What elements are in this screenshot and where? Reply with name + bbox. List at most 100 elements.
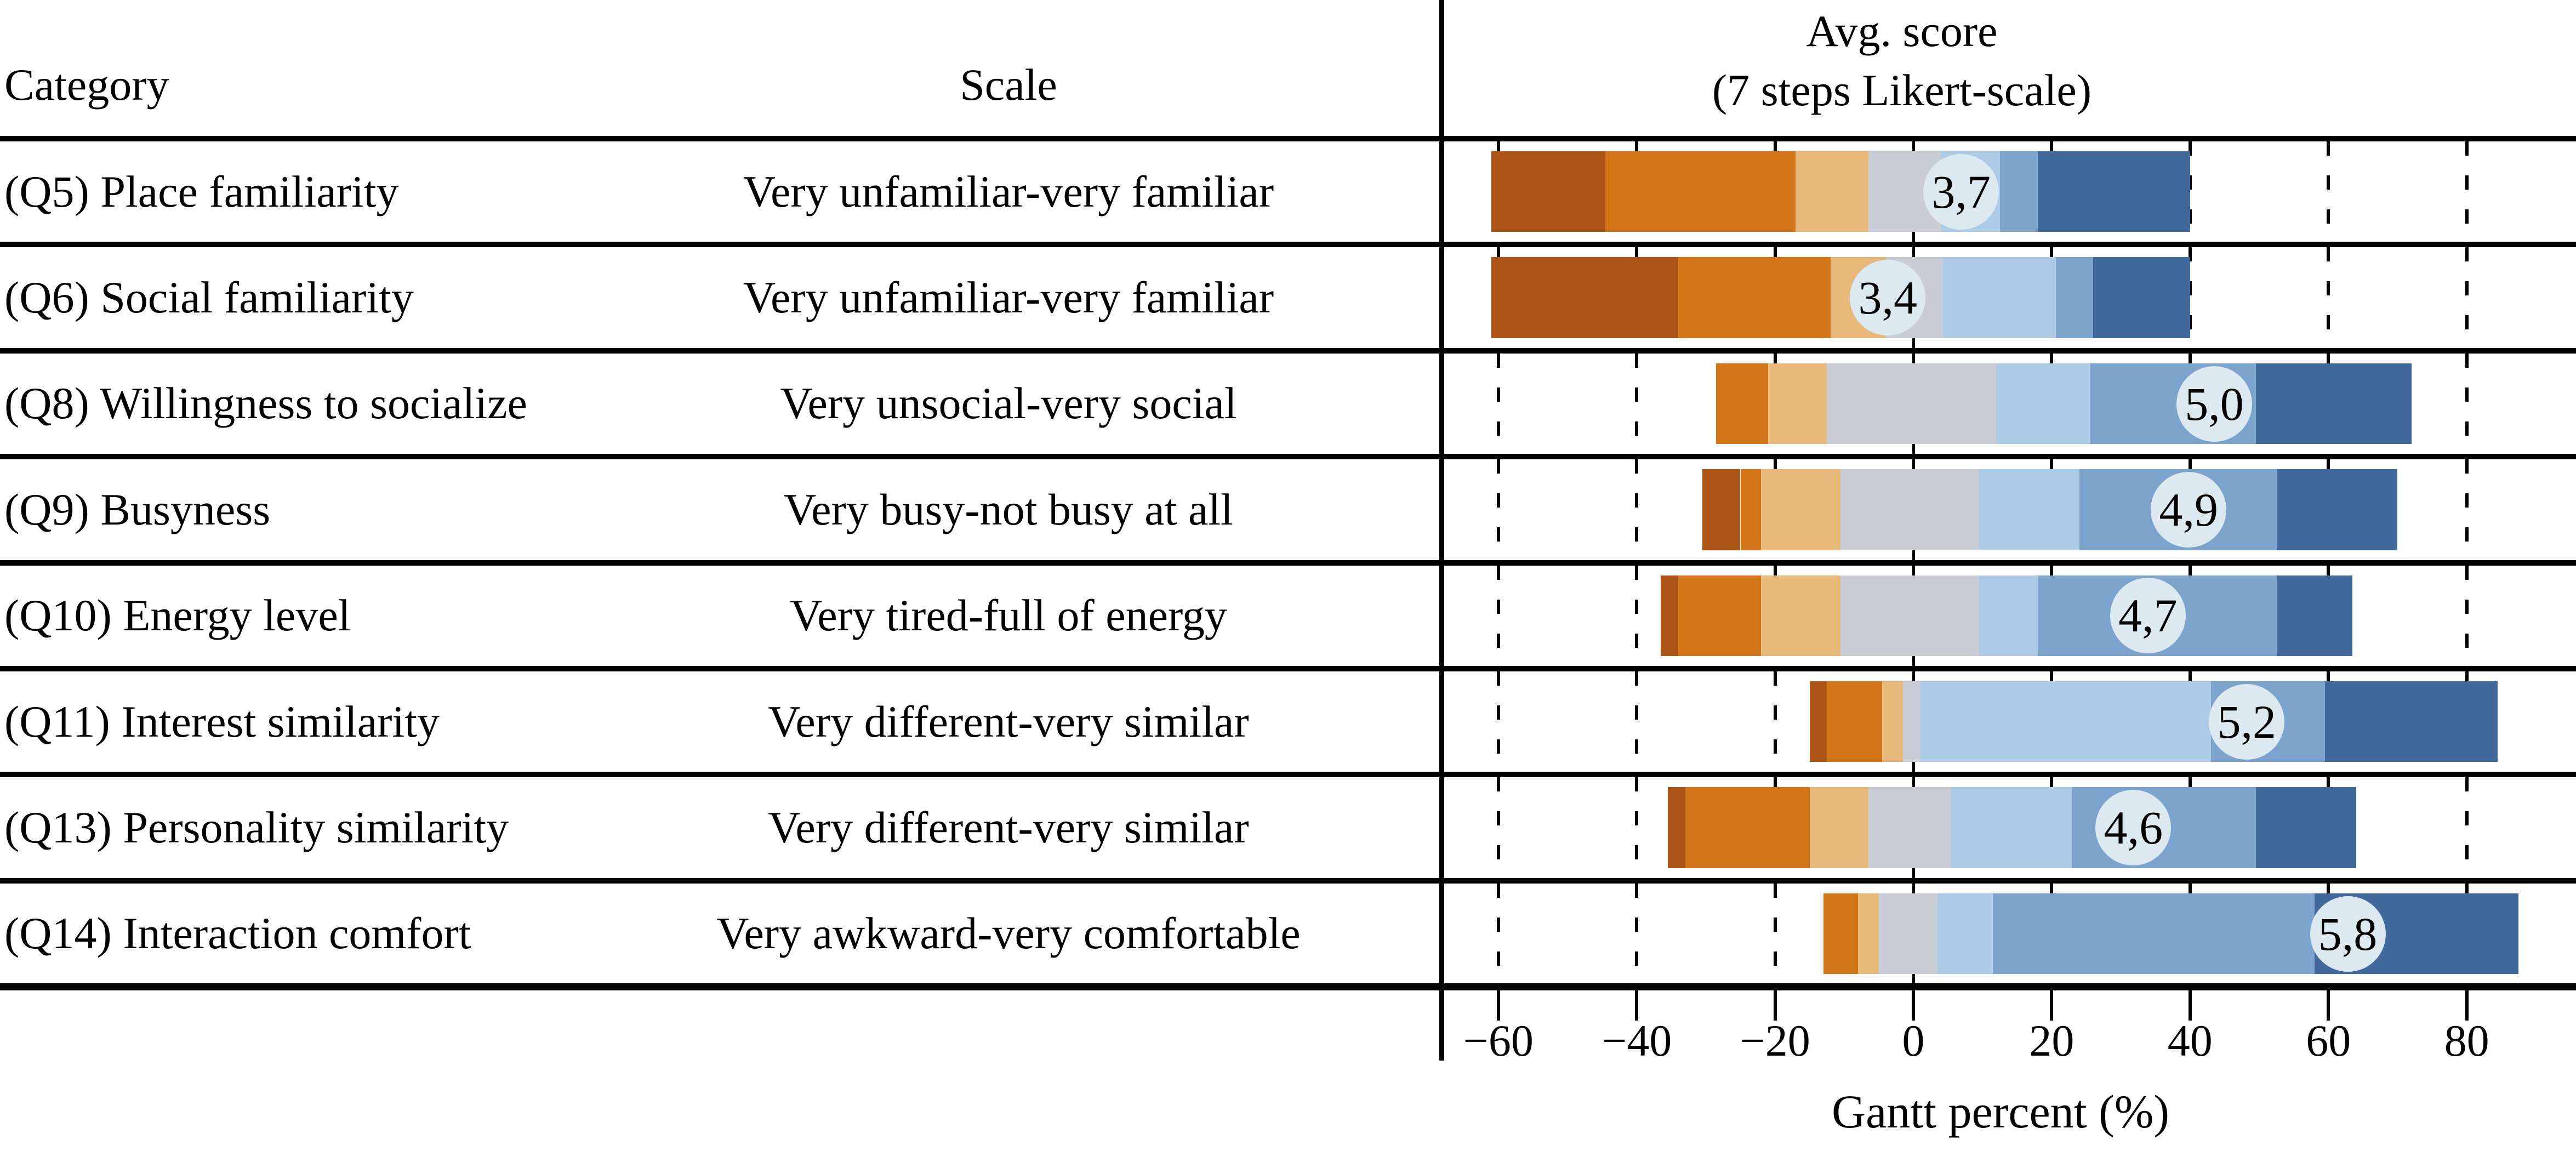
likert-segment-cat7 — [2255, 363, 2412, 445]
row-scale-label: Very different-very similar — [768, 802, 1249, 853]
x-axis-tick — [1912, 990, 1915, 1021]
x-axis-tick-label: 20 — [2029, 1016, 2075, 1066]
dashed-gridline — [1496, 353, 1500, 454]
likert-segment-cat3 — [1809, 787, 1868, 868]
likert-segment-cat3 — [1761, 575, 1841, 656]
likert-segment-cat3 — [1858, 893, 1879, 975]
dashed-gridline — [2465, 459, 2469, 560]
row-separator-line — [0, 347, 2576, 354]
row-separator-line — [0, 560, 2576, 566]
dashed-gridline — [2465, 565, 2469, 666]
row-separator-line — [0, 878, 2576, 884]
row-scale-label: Very unfamiliar-very familiar — [743, 272, 1274, 323]
likert-segment-cat6 — [1993, 893, 2315, 975]
avg-score-value: 4,6 — [2104, 801, 2163, 854]
dashed-gridline — [1635, 565, 1639, 666]
dashed-gridline — [2465, 247, 2469, 348]
likert-segment-cat3 — [1768, 363, 1827, 445]
avg-score-value: 4,9 — [2159, 483, 2219, 536]
avg-score-badge: 3,4 — [1850, 260, 1926, 336]
avg-score-badge: 4,9 — [2151, 471, 2227, 548]
likert-segment-cat3 — [1882, 681, 1903, 762]
category-column-header: Category — [4, 60, 169, 110]
likert-segment-cat7 — [2324, 681, 2498, 762]
x-axis-tick-label: −60 — [1463, 1016, 1534, 1066]
likert-segment-cat2 — [1678, 575, 1762, 656]
likert-segment-cat5 — [1937, 893, 1993, 975]
likert-segment-cat7 — [2038, 151, 2190, 232]
avg-score-badge: 5,0 — [2176, 366, 2252, 442]
row-separator-line — [0, 454, 2576, 460]
likert-segment-cat1 — [1809, 681, 1827, 762]
x-axis-tick-label: 60 — [2306, 1016, 2351, 1066]
likert-segment-cat2 — [1605, 151, 1796, 232]
row-scale-label: Very tired-full of energy — [790, 590, 1227, 641]
avg-score-badge: 3,7 — [1923, 153, 1999, 230]
likert-segment-cat5 — [1951, 787, 2073, 868]
likert-segment-cat3 — [1796, 151, 1868, 232]
row-scale-label: Very different-very similar — [768, 696, 1249, 747]
likert-segment-cat6 — [2055, 257, 2094, 338]
row-scale-label: Very awkward-very comfortable — [716, 908, 1301, 959]
likert-segment-cat1 — [1491, 151, 1606, 232]
x-axis-tick-label: 0 — [1902, 1016, 1925, 1066]
row-category-label: (Q13) Personality similarity — [4, 802, 509, 853]
x-axis-line — [0, 983, 2576, 990]
dashed-gridline — [2327, 247, 2330, 348]
avg-score-badge: 4,7 — [2110, 578, 2186, 654]
row-category-label: (Q10) Energy level — [4, 590, 351, 641]
likert-segment-cat2 — [1678, 257, 1831, 338]
x-axis-tick — [1773, 990, 1777, 1021]
avg-score-badge: 5,2 — [2209, 683, 2285, 760]
row-category-label: (Q5) Place familiarity — [4, 166, 399, 216]
row-category-label: (Q8) Willingness to socialize — [4, 378, 527, 429]
avg-score-value: 5,8 — [2318, 907, 2378, 960]
likert-segment-cat1 — [1702, 469, 1741, 550]
likert-segment-cat2 — [1716, 363, 1768, 445]
x-axis-title: Gantt percent (%) — [1831, 1085, 2170, 1138]
likert-segment-cat7 — [2255, 787, 2356, 868]
likert-segment-cat5 — [1996, 363, 2090, 445]
dashed-gridline — [2188, 247, 2192, 348]
dashed-gridline — [1635, 671, 1639, 772]
likert-segment-cat4 — [1840, 469, 1979, 550]
likert-segment-cat5 — [1979, 469, 2079, 550]
likert-segment-cat2 — [1740, 469, 1762, 550]
dashed-gridline — [1496, 565, 1500, 666]
dashed-gridline — [2465, 141, 2469, 242]
dashed-gridline — [1496, 671, 1500, 772]
likert-segment-cat4 — [1827, 363, 1997, 445]
likert-segment-cat2 — [1823, 893, 1859, 975]
x-axis-tick — [2327, 990, 2330, 1021]
avg-score-value: 4,7 — [2118, 589, 2178, 642]
dashed-gridline — [1773, 883, 1777, 984]
dashed-gridline — [1496, 777, 1500, 878]
likert-segment-cat7 — [2276, 575, 2353, 656]
likert-segment-cat1 — [1667, 787, 1685, 868]
likert-segment-cat7 — [2093, 257, 2190, 338]
row-category-label: (Q11) Interest similarity — [4, 696, 440, 747]
dashed-gridline — [2327, 141, 2330, 242]
x-axis-tick-label: −40 — [1602, 1016, 1672, 1066]
dashed-gridline — [2465, 353, 2469, 454]
row-scale-label: Very unfamiliar-very familiar — [743, 166, 1274, 216]
row-category-label: (Q6) Social familiarity — [4, 272, 414, 323]
likert-segment-cat7 — [2276, 469, 2398, 550]
row-separator-line — [0, 772, 2576, 778]
y-axis-spine — [1439, 0, 1444, 1061]
dashed-gridline — [1635, 353, 1639, 454]
likert-segment-cat5 — [1979, 575, 2038, 656]
row-separator-line — [0, 242, 2576, 248]
avg-score-value: 3,4 — [1858, 271, 1918, 324]
dashed-gridline — [2188, 141, 2192, 242]
x-axis-tick-label: −20 — [1740, 1016, 1810, 1066]
x-axis-tick-label: 80 — [2444, 1016, 2489, 1066]
avg-score-value: 5,0 — [2185, 377, 2244, 430]
row-category-label: (Q9) Busyness — [4, 484, 271, 534]
x-axis-tick — [2465, 990, 2469, 1021]
avg-score-badge: 5,8 — [2310, 896, 2386, 972]
avg-score-header-line1: Avg. score — [1806, 6, 1998, 56]
x-axis-tick — [1635, 990, 1639, 1021]
dashed-gridline — [1635, 777, 1639, 878]
